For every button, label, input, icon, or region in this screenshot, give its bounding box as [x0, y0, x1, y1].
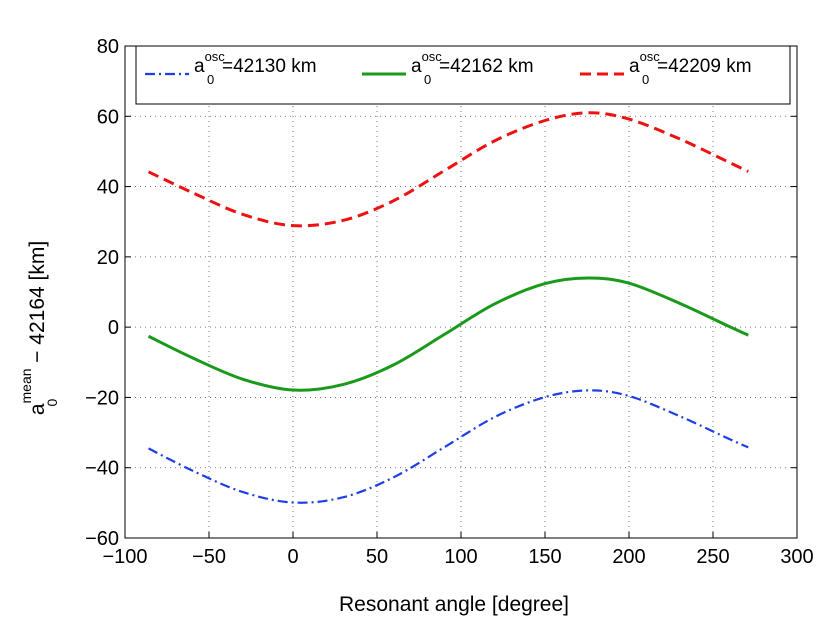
y-tick-label: 40 — [97, 177, 119, 199]
y-tick-label: −20 — [85, 387, 119, 409]
x-tick-label: −50 — [192, 546, 226, 568]
x-tick-label: 0 — [287, 546, 298, 568]
series-line-3 — [147, 111, 749, 228]
x-tick-label: −100 — [102, 546, 147, 568]
y-tick-label: −60 — [85, 528, 119, 550]
series-line-1 — [148, 389, 749, 504]
y-tick-label: 20 — [97, 247, 119, 269]
legend: aosc 0=42130 km aosc 0=42162 km aosc 0=4220… — [135, 45, 791, 105]
grid — [125, 46, 797, 538]
series-line-2 — [147, 276, 749, 392]
legend-entry-2: aosc 0=42162 km — [362, 49, 534, 87]
x-tick-label: 200 — [612, 546, 645, 568]
x-tick-label: 300 — [780, 546, 813, 568]
legend-label-3: aosc 0=42209 km — [629, 49, 752, 87]
legend-label-1: aosc 0=42130 km — [194, 49, 317, 87]
y-tick-label: 60 — [97, 106, 119, 128]
x-tick-label: 250 — [696, 546, 729, 568]
x-tick-label: 50 — [366, 546, 388, 568]
legend-entry-3: aosc 0=42209 km — [580, 49, 752, 87]
legend-box — [135, 45, 791, 105]
y-tick-label: −40 — [85, 458, 119, 480]
y-tick-label: 0 — [108, 317, 119, 339]
legend-entry-1: aosc 0=42130 km — [145, 49, 317, 87]
axis-ticks: −100 −50 0 50 100 150 200 250 300 −60 −40 −20 0 20 40 6… — [85, 36, 814, 568]
series-layer — [147, 111, 749, 504]
y-axis-label: amean 0 − 42164 [km] — [18, 241, 60, 415]
x-tick-label: 100 — [444, 546, 477, 568]
x-axis-label: Resonant angle [degree] — [339, 593, 569, 616]
x-tick-label: 150 — [528, 546, 561, 568]
y-tick-label: 80 — [97, 36, 119, 58]
legend-label-2: aosc 0=42162 km — [411, 49, 534, 87]
